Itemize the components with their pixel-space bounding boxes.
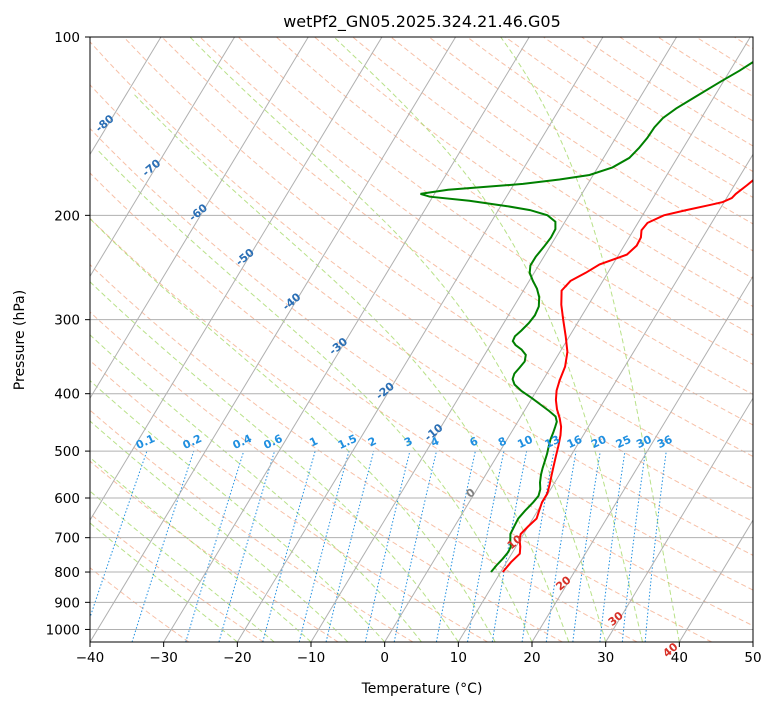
y-tick-label: 600 xyxy=(54,491,80,507)
y-tick-label: 500 xyxy=(54,444,80,460)
y-axis-label: Pressure (hPa) xyxy=(12,290,28,390)
mixing-ratio-label: 20 xyxy=(589,433,609,451)
axes: −40 −30 −20 −10 0 10 20 30 40 50 100 200 300 400 500 60… xyxy=(46,30,762,666)
isotherm-line xyxy=(90,37,383,522)
moist-adiabat-line xyxy=(189,37,607,642)
x-tick-label: 10 xyxy=(450,650,467,666)
y-tick-label: 100 xyxy=(54,30,80,46)
dry-adiabat-line xyxy=(90,359,488,642)
mixing-ratio-label: 30 xyxy=(634,433,654,451)
moist-adiabat-line xyxy=(90,522,238,642)
dry-adiabat-line xyxy=(90,84,753,556)
x-tick-label: −30 xyxy=(149,650,178,666)
chart-title: wetPf2_GN05.2025.324.21.46.G05 xyxy=(283,12,561,32)
mixing-ratio-line xyxy=(298,450,350,642)
isotherm-line xyxy=(531,275,753,642)
y-tick-label: 400 xyxy=(54,387,80,403)
y-tick-label: 300 xyxy=(54,313,80,329)
x-tick-label: −10 xyxy=(297,650,326,666)
x-tick-label: 0 xyxy=(380,650,389,666)
moist-adiabat-line xyxy=(90,218,496,642)
mixing-ratio-label: 16 xyxy=(565,433,585,451)
x-tick-label: 20 xyxy=(523,650,540,666)
isotherm-line xyxy=(90,37,457,642)
x-tick-label: 30 xyxy=(597,650,614,666)
moist-adiabat-line xyxy=(90,334,422,642)
isotherm-line xyxy=(384,37,751,642)
mixing-ratio-line xyxy=(185,450,245,642)
dry-adiabat-line xyxy=(90,513,264,642)
x-tick-label: 40 xyxy=(671,650,688,666)
isotherm-line xyxy=(90,37,236,278)
dry-adiabat-line xyxy=(90,264,638,642)
y-tick-label: 200 xyxy=(54,208,80,224)
dry-adiabat-line xyxy=(199,37,753,426)
background-lines xyxy=(90,37,753,642)
mixing-ratio-line xyxy=(644,451,667,642)
mixing-ratio-label: 13 xyxy=(543,433,562,451)
mixing-ratio-line xyxy=(218,450,276,642)
moist-adiabat-line xyxy=(90,490,275,642)
isotherm-line xyxy=(163,37,530,642)
isotherm-line xyxy=(605,397,753,642)
dry-adiabat-line xyxy=(90,217,712,642)
dry-adiabat-line xyxy=(123,37,753,490)
moist-adiabat-line xyxy=(90,420,349,642)
mixing-ratio-line xyxy=(435,450,476,642)
isotherm-line xyxy=(236,37,604,642)
y-tick-label: 800 xyxy=(54,565,80,581)
isotherm-line xyxy=(310,37,678,642)
mixing-ratio-label: 10 xyxy=(515,433,535,451)
y-tick-label: 900 xyxy=(54,595,80,611)
isotherm-line xyxy=(90,37,309,400)
dry-adiabat-line xyxy=(276,37,753,366)
x-tick-label: −40 xyxy=(76,650,105,666)
moist-adiabat-line xyxy=(90,281,459,642)
isotherm-line xyxy=(678,519,753,642)
isotherm-line xyxy=(90,37,162,156)
dry-adiabat-line xyxy=(90,311,563,642)
moist-adiabat-line xyxy=(133,94,570,642)
dry-adiabat-line xyxy=(90,460,339,642)
dry-adiabat-line xyxy=(90,127,753,591)
y-tick-label: 700 xyxy=(54,531,80,547)
mixing-ratio-label: 36 xyxy=(655,433,675,451)
moist-adiabat-line xyxy=(90,379,386,642)
mixing-ratio-line xyxy=(364,450,411,642)
x-tick-label: −20 xyxy=(223,650,252,666)
plot-area xyxy=(90,37,753,642)
dry-adiabat-line xyxy=(90,41,753,523)
dewpoint-profile-line xyxy=(420,60,753,573)
moist-adiabat-line xyxy=(500,37,680,642)
dry-adiabat-line xyxy=(90,172,753,627)
x-axis-label: Temperature (°C) xyxy=(361,681,483,697)
plot-frame xyxy=(89,36,754,643)
temperature-profile-line xyxy=(502,179,753,573)
mixing-ratio-line xyxy=(393,450,437,642)
dry-adiabat-line xyxy=(237,37,753,395)
mixing-ratio-label: 25 xyxy=(614,433,633,451)
isotherm-line xyxy=(752,641,753,642)
profile-lines xyxy=(420,60,753,573)
mixing-ratio-line xyxy=(262,450,316,642)
y-tick-label: 1000 xyxy=(46,622,80,638)
x-tick-label: 50 xyxy=(744,650,761,666)
